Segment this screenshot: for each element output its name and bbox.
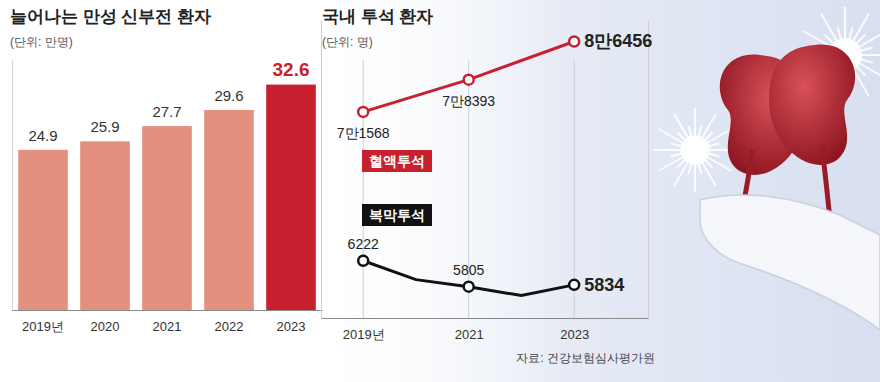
bar <box>18 150 68 310</box>
y-axis <box>12 61 13 311</box>
tick-label: 2021 <box>455 327 484 342</box>
sparkle-core <box>680 135 709 164</box>
tick: 2021 <box>153 310 182 334</box>
data-label: 27.7 <box>152 103 181 120</box>
bar <box>142 126 192 310</box>
chart-svg: 늘어나는 만성 신부전 환자(단위: 만명)2019년2020202120222… <box>0 0 880 382</box>
line <box>363 261 574 296</box>
tick: 2021 <box>455 318 484 342</box>
data-label: 25.9 <box>90 118 119 135</box>
tick-label: 2022 <box>215 319 244 334</box>
marker <box>464 75 474 85</box>
tick: 2019년 <box>343 318 385 342</box>
data-label: 5834 <box>584 275 624 295</box>
data-labels: 24.9 25.9 27.7 29.6 32.6 <box>28 59 309 144</box>
marker <box>464 282 474 292</box>
glove <box>700 195 880 330</box>
grid <box>363 60 574 318</box>
bar <box>80 141 130 310</box>
kidney-illustration <box>653 7 880 330</box>
tick-label: 2023 <box>560 327 589 342</box>
bar <box>266 85 316 310</box>
marker <box>358 256 368 266</box>
axis-line <box>321 21 322 319</box>
data-label: 5805 <box>453 262 484 278</box>
y2-axis <box>648 21 649 319</box>
axis-line <box>648 21 649 319</box>
chart-container: 늘어나는 만성 신부전 환자(단위: 만명)2019년2020202120222… <box>0 0 880 382</box>
background <box>300 0 880 382</box>
series-tag-box <box>362 204 432 226</box>
series-tags: 혈액투석복막투석 <box>362 150 432 226</box>
marker <box>569 280 579 290</box>
source-note: 자료: 건강보험심사평가원 <box>516 351 655 365</box>
axis-line <box>322 318 649 319</box>
chart-title: 늘어나는 만성 신부전 환자 <box>10 7 211 26</box>
data-labels: 7만1568 7만8393 8만6456 6222 5805 5834 <box>337 31 652 294</box>
lines <box>358 36 579 295</box>
tick-label: 2019년 <box>343 327 385 342</box>
marker <box>358 107 368 117</box>
tick: 2020 <box>91 310 120 334</box>
data-label: 24.9 <box>28 127 57 144</box>
tick: 2023 <box>277 310 306 334</box>
tick: 2022 <box>215 310 244 334</box>
axis-line <box>13 310 323 311</box>
data-label: 29.6 <box>214 87 243 104</box>
series-tag-label: 복막투석 <box>369 207 425 223</box>
axis-line <box>12 61 13 311</box>
bar <box>204 110 254 310</box>
chart-subtitle: (단위: 명) <box>322 35 373 49</box>
series-tag-label: 혈액투석 <box>369 153 425 169</box>
y-axis <box>321 21 322 319</box>
tick: 2023 <box>560 318 589 342</box>
chart-title: 국내 투석 환자 <box>322 7 433 26</box>
tick-label: 2021 <box>153 319 182 334</box>
marker <box>569 36 579 46</box>
kidney <box>769 45 855 165</box>
data-label: 6222 <box>348 236 379 252</box>
sparkle <box>653 108 737 192</box>
x-axis: 2019년 2021 2023 <box>322 318 649 342</box>
series-tag-box <box>362 150 432 172</box>
tick-label: 2023 <box>277 319 306 334</box>
data-label: 7만8393 <box>442 93 495 109</box>
data-label: 7만1568 <box>337 125 390 141</box>
grid-line <box>363 60 364 318</box>
tick: 2019년 <box>22 310 64 334</box>
line <box>363 41 574 111</box>
x-axis: 2019년 2020 2021 2022 2023 <box>13 310 323 334</box>
chart-subtitle: (단위: 만명) <box>10 35 73 49</box>
tick-label: 2020 <box>91 319 120 334</box>
data-label: 8만6456 <box>584 31 652 51</box>
tick-label: 2019년 <box>22 319 64 334</box>
data-label: 32.6 <box>273 59 310 80</box>
bars <box>18 85 316 310</box>
